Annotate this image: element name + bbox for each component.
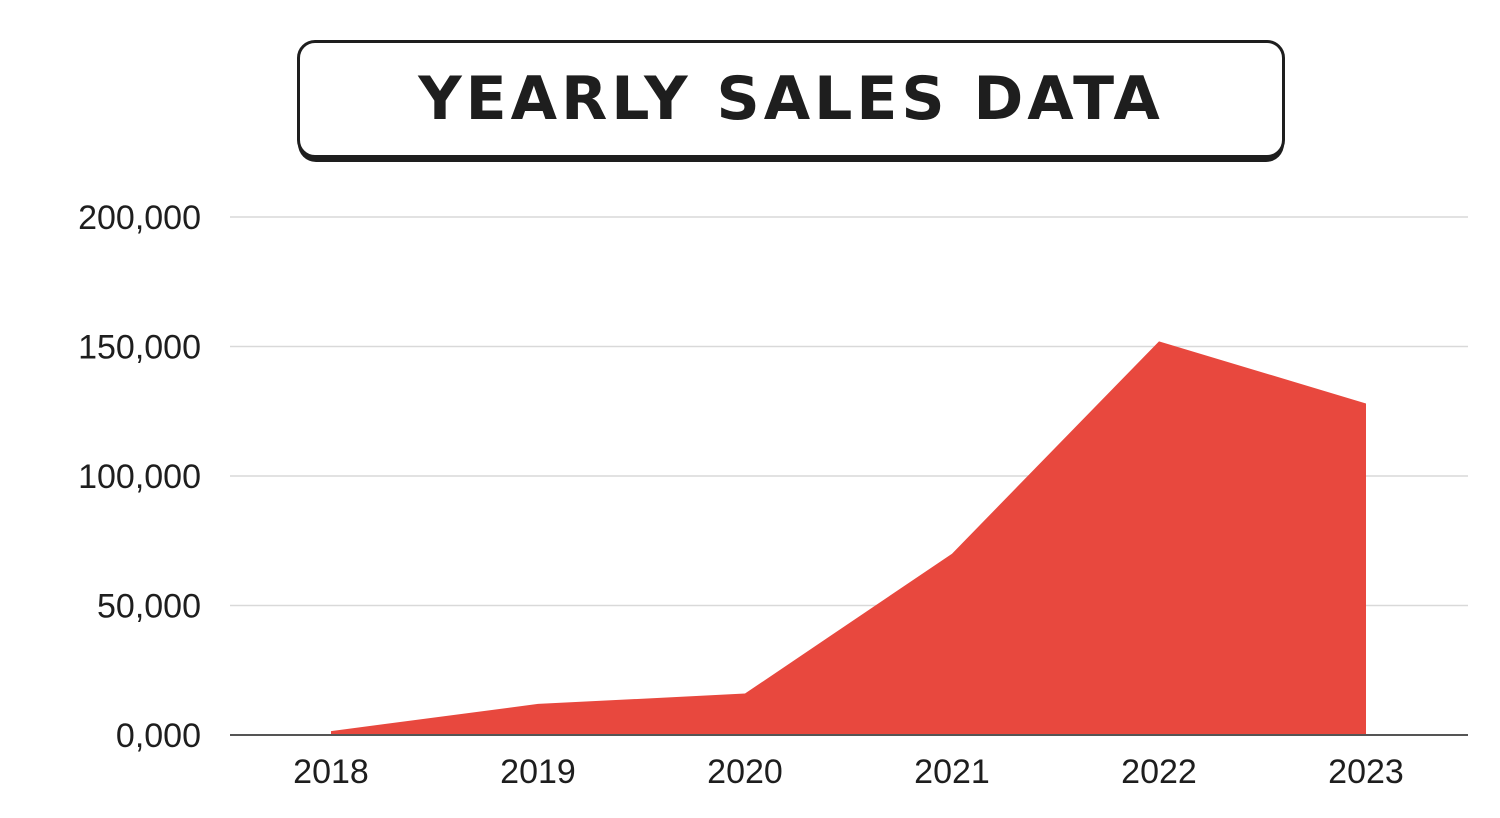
sales-area bbox=[331, 341, 1366, 735]
x-tick-label: 2022 bbox=[1121, 753, 1197, 791]
x-tick-label: 2023 bbox=[1328, 753, 1404, 791]
area-series bbox=[331, 341, 1366, 735]
title-box: YEARLY SALES DATA bbox=[297, 40, 1285, 158]
x-tick-labels: 2018 2019 2020 2021 2022 2023 bbox=[293, 753, 1404, 791]
y-tick-labels: 0,000 50,000 100,000 150,000 200,000 bbox=[78, 199, 201, 755]
x-tick-label: 2020 bbox=[707, 753, 783, 791]
y-tick-label: 0,000 bbox=[116, 717, 201, 755]
y-tick-label: 200,000 bbox=[78, 199, 201, 237]
y-tick-label: 50,000 bbox=[97, 588, 201, 626]
x-tick-label: 2019 bbox=[500, 753, 576, 791]
chart-title: YEARLY SALES DATA bbox=[418, 64, 1164, 134]
y-tick-label: 100,000 bbox=[78, 458, 201, 496]
y-tick-label: 150,000 bbox=[78, 329, 201, 367]
x-tick-label: 2021 bbox=[914, 753, 990, 791]
x-tick-label: 2018 bbox=[293, 753, 369, 791]
